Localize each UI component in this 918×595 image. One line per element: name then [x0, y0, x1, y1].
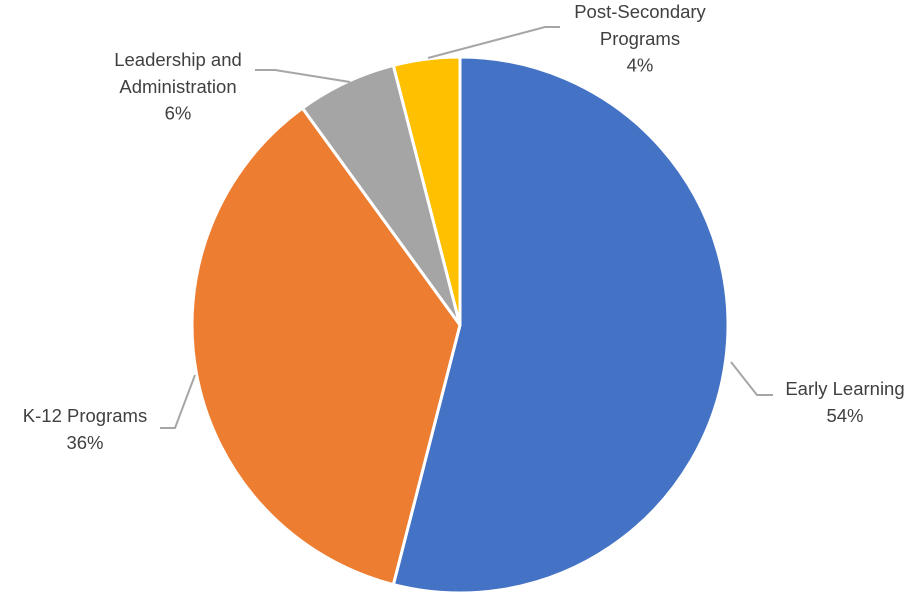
slice-value-label: 36%: [66, 432, 103, 453]
slice-label-4: Post-Secondary Programs 4%: [574, 1, 706, 76]
slice-label-1: Early Learning 54%: [785, 378, 904, 426]
slice-category-label: Administration: [119, 76, 236, 97]
leader-line-1: [730, 361, 773, 396]
slice-category-label: Programs: [600, 28, 680, 49]
leader-line-2: [160, 374, 196, 429]
slice-label-3: Leadership and Administration 6%: [114, 49, 242, 124]
pie-slice-2: [190, 106, 462, 587]
slice-value-label: 4%: [627, 55, 654, 76]
slice-labels: Early Learning 54% K-12 Programs 36% Leaders…: [23, 1, 905, 453]
leader-line-4: [427, 26, 560, 59]
slice-category-label: K-12 Programs: [23, 405, 147, 426]
slice-value-label: 6%: [165, 103, 192, 124]
slice-category-label: Leadership and: [114, 49, 242, 70]
slice-category-label: Early Learning: [785, 378, 904, 399]
leader-lines: [160, 26, 773, 429]
leader-line-3: [255, 69, 351, 83]
pie-slice-1: [391, 55, 730, 595]
slice-value-label: 54%: [826, 405, 863, 426]
pie-slices: [190, 55, 730, 595]
slice-category-label: Post-Secondary: [574, 1, 706, 22]
pie-slice-4: [391, 55, 462, 327]
slice-label-2: K-12 Programs 36%: [23, 405, 147, 453]
